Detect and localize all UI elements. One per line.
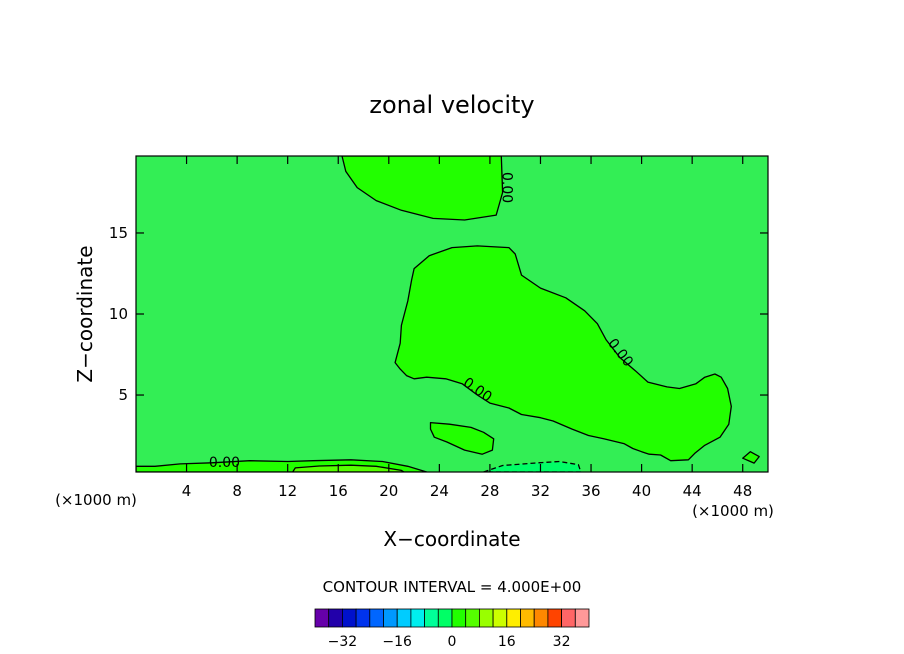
colorbar-bin-9: [437, 608, 453, 628]
x-tick-label-5: 24: [430, 482, 449, 500]
colorbar-bin-14: [506, 608, 521, 628]
chart-title: zonal velocity: [369, 91, 534, 119]
contour-region-5: [482, 460, 582, 472]
colorbar-bin-12: [478, 608, 494, 628]
x-tick-label-4: 20: [379, 482, 398, 500]
colorbar-bin-13: [492, 608, 508, 628]
x-tick-label-1: 8: [232, 482, 242, 500]
colorbar-bin-4: [369, 608, 384, 628]
colorbar-bin-6: [396, 608, 412, 628]
colorbar-tick-label-2: 0: [448, 634, 457, 650]
x-tick-label-7: 32: [531, 482, 550, 500]
colorbar-bin-11: [465, 608, 480, 628]
contour-label-3: 0.00: [209, 455, 240, 471]
x-tick-label-6: 28: [480, 482, 499, 500]
colorbar-bin-17: [547, 608, 563, 628]
colorbar: −32 −16 0 16 32: [314, 608, 590, 650]
colorbar-bin-18: [561, 608, 576, 628]
colorbar-bin-2: [341, 608, 357, 628]
y-axis-title: Z−coordinate: [73, 245, 97, 382]
y-tick-label-0: 5: [118, 386, 128, 404]
colorbar-bin-19: [574, 608, 590, 628]
x-tick-label-8: 36: [581, 482, 600, 500]
colorbar-bin-10: [451, 608, 467, 628]
x-axis-title: X−coordinate: [383, 527, 520, 551]
x-unit-label-left: (×1000 m): [55, 491, 137, 509]
colorbar-tick-label-4: 32: [553, 634, 571, 650]
plot-area: 0.000.000.000.00: [135, 155, 769, 473]
colorbar-bin-8: [424, 608, 439, 628]
y-tick-label-2: 15: [109, 224, 128, 242]
x-unit-label-right: (×1000 m): [692, 502, 774, 520]
colorbar-bin-1: [328, 608, 343, 628]
x-axis: 4 8 12 16 20 24 28 32 36 40 44 48: [182, 156, 752, 500]
colorbar-bin-15: [520, 608, 535, 628]
colorbar-bin-0: [314, 608, 330, 628]
y-axis: 5 10 15: [109, 224, 768, 404]
x-tick-label-0: 4: [182, 482, 192, 500]
colorbar-bin-16: [533, 608, 549, 628]
colorbar-bin-3: [355, 608, 371, 628]
contour-region-1: [394, 245, 732, 462]
colorbar-tick-label-3: 16: [498, 634, 516, 650]
y-tick-label-1: 10: [109, 305, 128, 323]
x-tick-label-3: 16: [329, 482, 348, 500]
contour-interval-label: CONTOUR INTERVAL = 4.000E+00: [323, 578, 582, 596]
contour-region-2: [429, 421, 495, 455]
x-tick-label-10: 44: [683, 482, 702, 500]
colorbar-bin-7: [410, 608, 425, 628]
contour-label-0: 0.00: [498, 172, 514, 203]
contour-region-0: [341, 156, 504, 221]
contour-region-6: [742, 451, 760, 464]
colorbar-bin-5: [383, 608, 398, 628]
colorbar-tick-label-1: −16: [382, 634, 412, 650]
x-tick-label-9: 40: [632, 482, 651, 500]
colorbar-tick-label-0: −32: [328, 634, 358, 650]
x-tick-label-2: 12: [278, 482, 297, 500]
x-tick-label-11: 48: [733, 482, 752, 500]
